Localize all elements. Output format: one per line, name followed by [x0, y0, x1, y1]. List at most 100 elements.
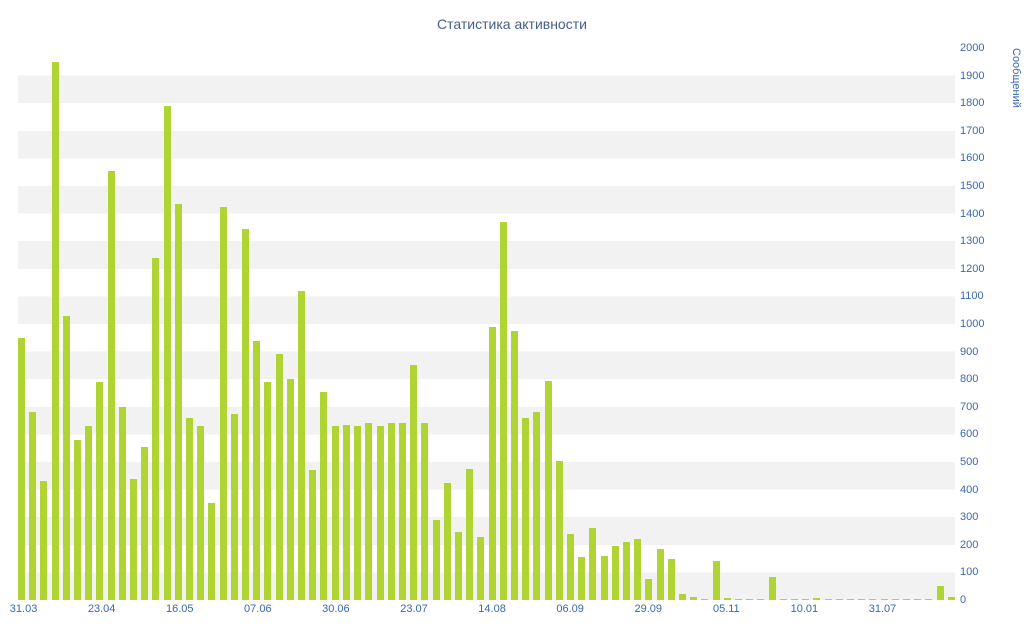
y-axis-tick: 1400 [960, 207, 985, 220]
bar [869, 598, 877, 600]
bar [18, 337, 25, 600]
bar [309, 470, 317, 600]
y-axis-title: Сообщений [1010, 48, 1022, 108]
y-axis-tick: 1200 [960, 262, 985, 275]
x-axis-label: 31.07 [868, 603, 897, 615]
x-axis-label: 16.05 [165, 603, 194, 615]
bar [667, 558, 675, 600]
bar [936, 586, 944, 600]
bar [152, 257, 160, 600]
bar [690, 597, 698, 600]
bars-group [18, 48, 955, 600]
bar [286, 379, 294, 600]
y-axis-tick: 1600 [960, 152, 985, 165]
y-axis-tick: 200 [960, 538, 979, 551]
bar [712, 561, 720, 600]
bar [757, 599, 765, 600]
bar [230, 413, 238, 600]
bar [107, 170, 115, 600]
y-axis-tick: 2000 [960, 42, 985, 54]
bar [802, 599, 810, 600]
bar [735, 599, 742, 600]
y-axis-tick: 1300 [960, 235, 985, 248]
x-axis-label: 30.06 [322, 603, 350, 615]
bar [477, 536, 485, 600]
bar [376, 426, 384, 600]
bar [488, 326, 496, 600]
bar [622, 542, 630, 600]
x-axis-label: 31.03 [9, 603, 38, 615]
bar [746, 598, 754, 600]
bar [555, 460, 563, 600]
bar [96, 381, 104, 600]
bar [365, 423, 373, 600]
bar [914, 598, 922, 600]
y-axis-tick: 1500 [960, 180, 985, 192]
bar [533, 412, 541, 600]
bar [40, 481, 48, 600]
chart-title: Статистика активности [437, 16, 587, 32]
y-axis-tick: 600 [960, 428, 979, 441]
bar [29, 412, 37, 600]
bar [118, 406, 126, 600]
y-axis-tick: 1100 [960, 290, 984, 303]
x-axis-label: 29.09 [634, 603, 662, 615]
bar [62, 315, 70, 600]
y-axis-tick: 0 [960, 594, 967, 606]
x-axis-label: 23.04 [87, 603, 116, 615]
bar [510, 330, 518, 600]
bar [656, 548, 664, 600]
bar [342, 424, 350, 600]
bar [522, 417, 530, 600]
bar [174, 203, 182, 600]
bar [903, 599, 911, 600]
bar [880, 599, 888, 600]
bar [578, 557, 586, 600]
bar [208, 503, 216, 600]
x-axis-label: 10.01 [790, 603, 819, 615]
bar [197, 426, 205, 600]
bar [947, 597, 955, 600]
bar [701, 598, 709, 600]
x-axis-label: 23.07 [400, 603, 428, 615]
bar [410, 365, 418, 600]
bar [275, 354, 283, 600]
bar [298, 290, 306, 600]
y-axis-tick: 1800 [960, 97, 985, 110]
y-axis-tick: 1700 [960, 124, 985, 137]
y-axis-tick: 100 [960, 566, 979, 579]
bar [611, 546, 619, 600]
bar [163, 105, 171, 600]
bar [219, 206, 227, 600]
bar [141, 446, 149, 600]
bar [645, 579, 653, 600]
bar [779, 599, 787, 600]
bar [421, 423, 429, 600]
bar [791, 598, 799, 600]
bar [835, 598, 843, 600]
bar [331, 426, 339, 600]
bar [678, 594, 686, 600]
y-axis-tick: 1900 [960, 69, 985, 82]
bar [858, 599, 866, 600]
y-axis-tick: 300 [960, 511, 979, 524]
bar [242, 228, 250, 600]
bar [320, 391, 328, 600]
bar [432, 519, 440, 600]
bar [186, 417, 194, 600]
y-axis-tick: 900 [960, 345, 979, 358]
bar [847, 599, 855, 600]
bar [600, 555, 608, 600]
y-axis-tick: 500 [960, 456, 979, 468]
bar [925, 599, 933, 600]
bar [387, 423, 395, 600]
bar [466, 468, 474, 600]
bar [768, 576, 776, 600]
bar [443, 482, 451, 600]
bar [354, 426, 362, 600]
bar [454, 532, 462, 600]
y-axis-tick: 800 [960, 373, 979, 386]
bar [589, 528, 597, 600]
bar [74, 439, 82, 600]
